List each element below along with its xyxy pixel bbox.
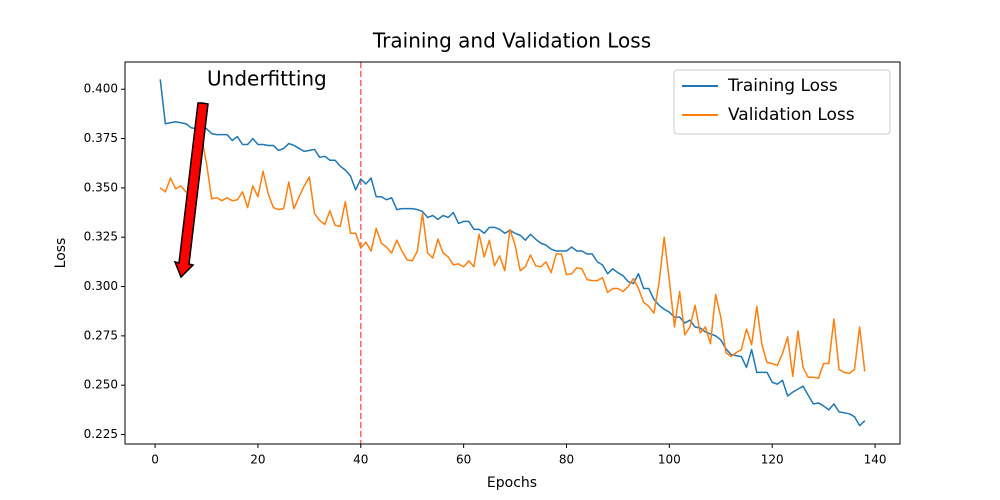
plot-frame [124, 61, 901, 445]
y-tick-label: 0.375 [84, 131, 118, 145]
y-tick-label: 0.225 [84, 427, 118, 441]
annotation-arrow [173, 102, 209, 279]
x-tick-label: 40 [353, 453, 368, 467]
annotation-text: Underfitting [207, 67, 327, 91]
x-tick-label: 120 [761, 453, 784, 467]
y-tick-label: 0.300 [84, 279, 118, 293]
x-tick-label: 100 [658, 453, 681, 467]
legend-label: Training Loss [727, 76, 838, 96]
y-axis-label: Loss [53, 238, 69, 269]
x-axis-label: Epochs [487, 475, 537, 491]
chart-title: Training and Validation Loss [372, 29, 651, 53]
y-tick-label: 0.250 [84, 378, 118, 392]
series-line [159, 135, 866, 380]
x-tick-label: 0 [151, 453, 159, 467]
x-tick-label: 20 [250, 453, 265, 467]
x-tick-label: 140 [864, 453, 887, 467]
series-line [159, 79, 866, 427]
legend-label: Validation Loss [728, 105, 855, 125]
y-tick-label: 0.400 [84, 82, 118, 96]
legend-box [673, 69, 891, 135]
y-tick-label: 0.350 [84, 180, 118, 194]
y-tick-label: 0.325 [84, 230, 118, 244]
x-tick-label: 60 [456, 453, 471, 467]
y-tick-label: 0.275 [84, 328, 118, 342]
x-tick-label: 80 [559, 453, 574, 467]
